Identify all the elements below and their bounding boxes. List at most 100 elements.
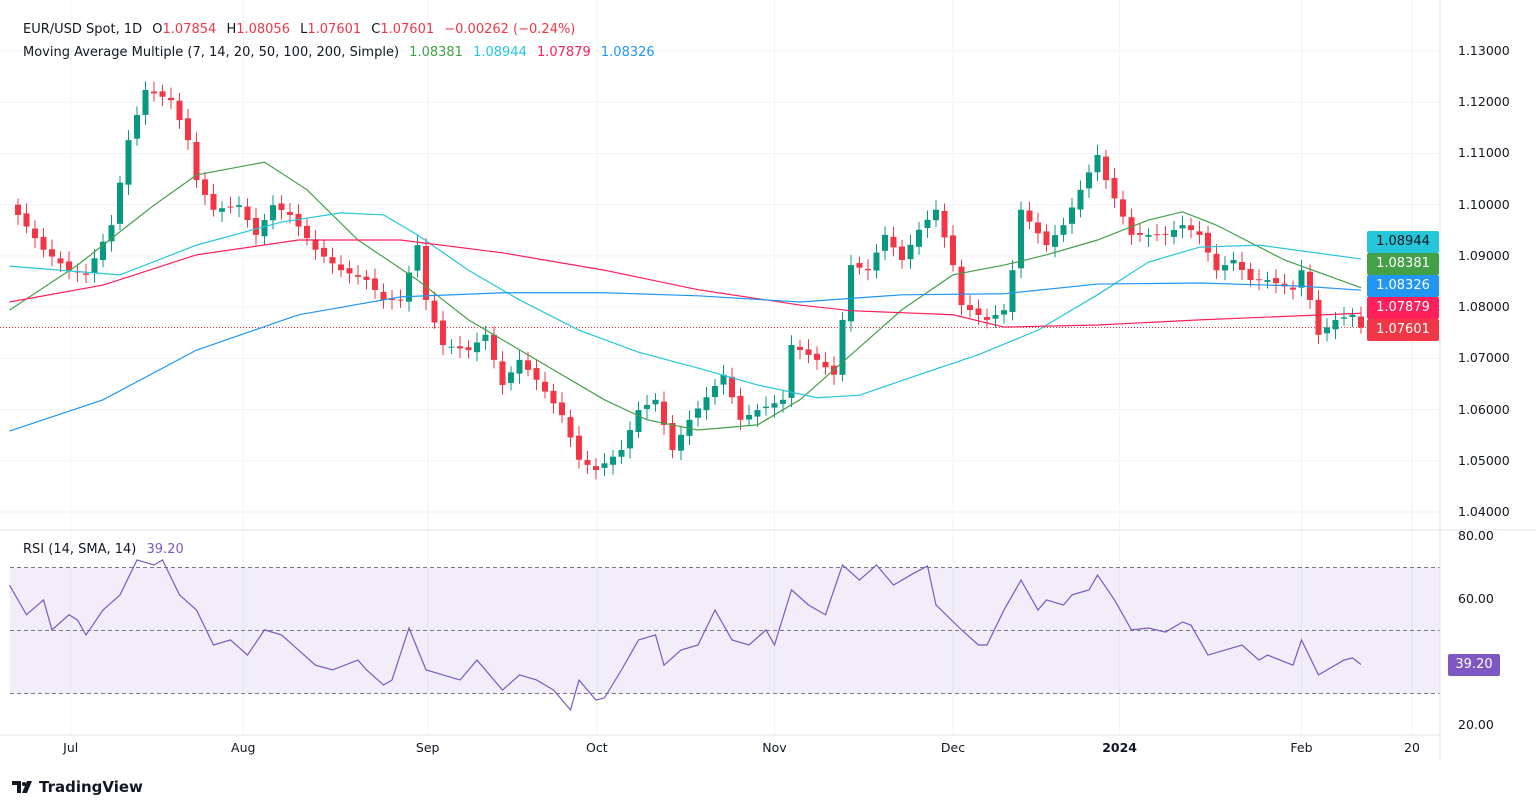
ma50-badge: 1.08944	[1367, 231, 1439, 253]
candle-body	[142, 89, 149, 115]
candle-body	[975, 308, 982, 315]
candle-body	[108, 225, 115, 242]
ma200-badge: 1.08326	[1367, 275, 1439, 297]
candle-body	[1001, 310, 1007, 315]
candle	[1069, 197, 1075, 234]
candle-body	[1052, 235, 1058, 247]
candle	[644, 394, 650, 420]
candle	[295, 204, 302, 237]
candle	[304, 218, 310, 246]
candle	[1273, 269, 1279, 294]
candle-body	[202, 179, 208, 195]
candle	[907, 234, 914, 269]
ma-value-blue: 1.08326	[600, 45, 655, 60]
time-tick-label: Oct	[586, 740, 608, 755]
ma-title[interactable]: Moving Average Multiple (7, 14, 20, 50, …	[23, 45, 400, 60]
candle	[440, 310, 446, 356]
candle	[1162, 226, 1169, 246]
candle-body	[822, 361, 829, 368]
time-tick-label: Dec	[940, 740, 966, 755]
candle	[1086, 164, 1092, 198]
candle-body	[465, 347, 472, 351]
candle-body	[1120, 199, 1126, 217]
candle-body	[431, 300, 438, 323]
candle-body	[593, 466, 599, 470]
change-value: −0.00262 (−0.24%)	[444, 22, 576, 37]
candle-body	[516, 359, 523, 374]
candle-body	[703, 397, 710, 411]
candle-body	[907, 244, 914, 260]
candle-body	[414, 245, 421, 271]
time-tick-label: 20	[1404, 740, 1420, 755]
ma20-line	[9, 161, 1362, 431]
candle-body	[610, 456, 616, 465]
candle	[1281, 273, 1288, 295]
candle	[1290, 280, 1296, 300]
time-tick-label: Feb	[1290, 740, 1313, 755]
rsi-plot	[8, 559, 1362, 712]
price-tick-label: 1.05000	[1458, 452, 1510, 468]
candle-body	[32, 228, 38, 239]
candle	[474, 332, 480, 362]
candle	[695, 401, 701, 427]
candle-body	[15, 204, 21, 215]
moving-averages	[9, 161, 1362, 432]
candle-body	[482, 334, 489, 341]
high-value: 1.08056	[236, 22, 290, 37]
symbol-title[interactable]: EUR/USD Spot, 1D	[23, 22, 143, 37]
candle	[508, 366, 514, 391]
candle	[1205, 225, 1211, 262]
candle	[1060, 217, 1067, 242]
ma-legend: Moving Average Multiple (7, 14, 20, 50, …	[23, 45, 661, 60]
candle	[627, 421, 633, 459]
rsi-title[interactable]: RSI (14, SMA, 14)	[23, 542, 137, 557]
candle-body	[1103, 156, 1109, 181]
candle	[1349, 308, 1356, 328]
candle	[210, 183, 217, 217]
candle	[652, 393, 659, 412]
candle-body	[66, 261, 72, 271]
candle-body	[253, 217, 259, 235]
candle	[1111, 168, 1118, 208]
candle	[576, 426, 582, 469]
candle-body	[346, 268, 353, 274]
rsi-badge: 39.20	[1448, 654, 1500, 676]
price-tick-label: 1.08000	[1458, 299, 1510, 315]
ma100-line	[9, 239, 1362, 328]
candle-body	[567, 417, 574, 438]
candle-body	[1009, 270, 1016, 312]
candle	[1213, 244, 1220, 279]
candle-body	[695, 408, 701, 418]
candle	[567, 409, 574, 448]
candle-body	[440, 320, 446, 346]
candle	[814, 346, 820, 370]
candle-body	[23, 213, 30, 227]
candle	[1239, 251, 1245, 281]
tradingview-logo[interactable]: TradingView	[12, 778, 143, 796]
candle-body	[848, 265, 854, 322]
candle-body	[1196, 231, 1203, 235]
candle	[227, 196, 234, 214]
candle-body	[261, 220, 268, 237]
candle	[423, 238, 429, 311]
candle-body	[287, 212, 293, 215]
candle	[873, 243, 880, 279]
candle	[253, 207, 259, 245]
candle	[355, 264, 361, 285]
candle	[542, 371, 548, 399]
candle-body	[219, 208, 225, 212]
candle	[882, 226, 888, 261]
candle	[278, 195, 285, 220]
candle-body	[865, 268, 871, 271]
candle-body	[1171, 230, 1177, 237]
candle-body	[329, 257, 336, 264]
candle-body	[805, 349, 812, 355]
candle-body	[746, 414, 752, 420]
last-price-badge: 1.07601	[1367, 319, 1439, 341]
candle-body	[1247, 268, 1254, 280]
candle	[950, 225, 956, 272]
candle-body	[91, 258, 98, 273]
price-tick-label: 1.10000	[1458, 196, 1510, 212]
candle	[822, 352, 829, 375]
